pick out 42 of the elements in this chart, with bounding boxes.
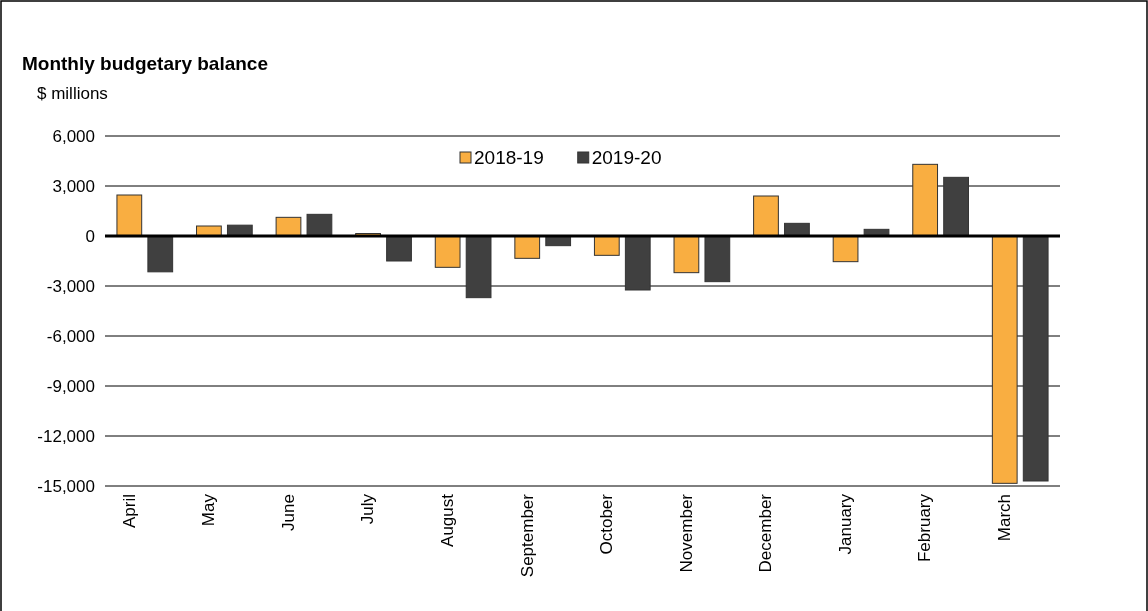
x-tick-label: January — [835, 493, 855, 555]
x-tick-label: May — [199, 493, 219, 527]
bar — [704, 235, 731, 283]
y-axis-title: $ millions — [37, 84, 108, 103]
bar — [465, 235, 492, 299]
bar — [514, 235, 541, 259]
bar — [434, 235, 461, 268]
bar — [306, 213, 333, 237]
bar — [673, 235, 700, 274]
bar — [386, 235, 412, 262]
x-tick-label: December — [756, 493, 776, 573]
y-tick-label: -15,000 — [37, 476, 95, 496]
x-tick-label: November — [676, 493, 696, 573]
x-tick-label: February — [915, 493, 935, 563]
y-tick-label: -12,000 — [37, 426, 95, 446]
x-tick-label: October — [597, 493, 617, 555]
bar — [196, 225, 222, 237]
y-tick-label: 6,000 — [52, 126, 95, 146]
bar — [147, 235, 174, 273]
bar — [116, 194, 143, 237]
x-tick-label: June — [278, 494, 298, 531]
bar — [275, 216, 302, 237]
y-tick-label: 0 — [85, 226, 95, 246]
bar — [1022, 235, 1049, 482]
y-tick-label: -9,000 — [46, 376, 95, 396]
x-tick-label: July — [358, 493, 378, 525]
y-tick-label: 3,000 — [52, 176, 95, 196]
x-tick-label: April — [119, 494, 139, 529]
bar — [912, 163, 939, 237]
x-tick-label: March — [995, 494, 1015, 542]
x-tick-label: August — [437, 493, 457, 547]
x-tick-label: September — [517, 493, 537, 578]
y-tick-label: -6,000 — [46, 326, 95, 346]
bar — [753, 195, 779, 237]
legend-label: 2019-20 — [591, 147, 662, 168]
bar — [624, 235, 651, 291]
legend-label: 2018-19 — [474, 147, 544, 168]
chart-title: Monthly budgetary balance — [22, 53, 268, 74]
y-tick-label: -3,000 — [46, 276, 95, 296]
bar — [991, 235, 1018, 484]
bar — [832, 235, 859, 263]
bar — [943, 176, 969, 237]
